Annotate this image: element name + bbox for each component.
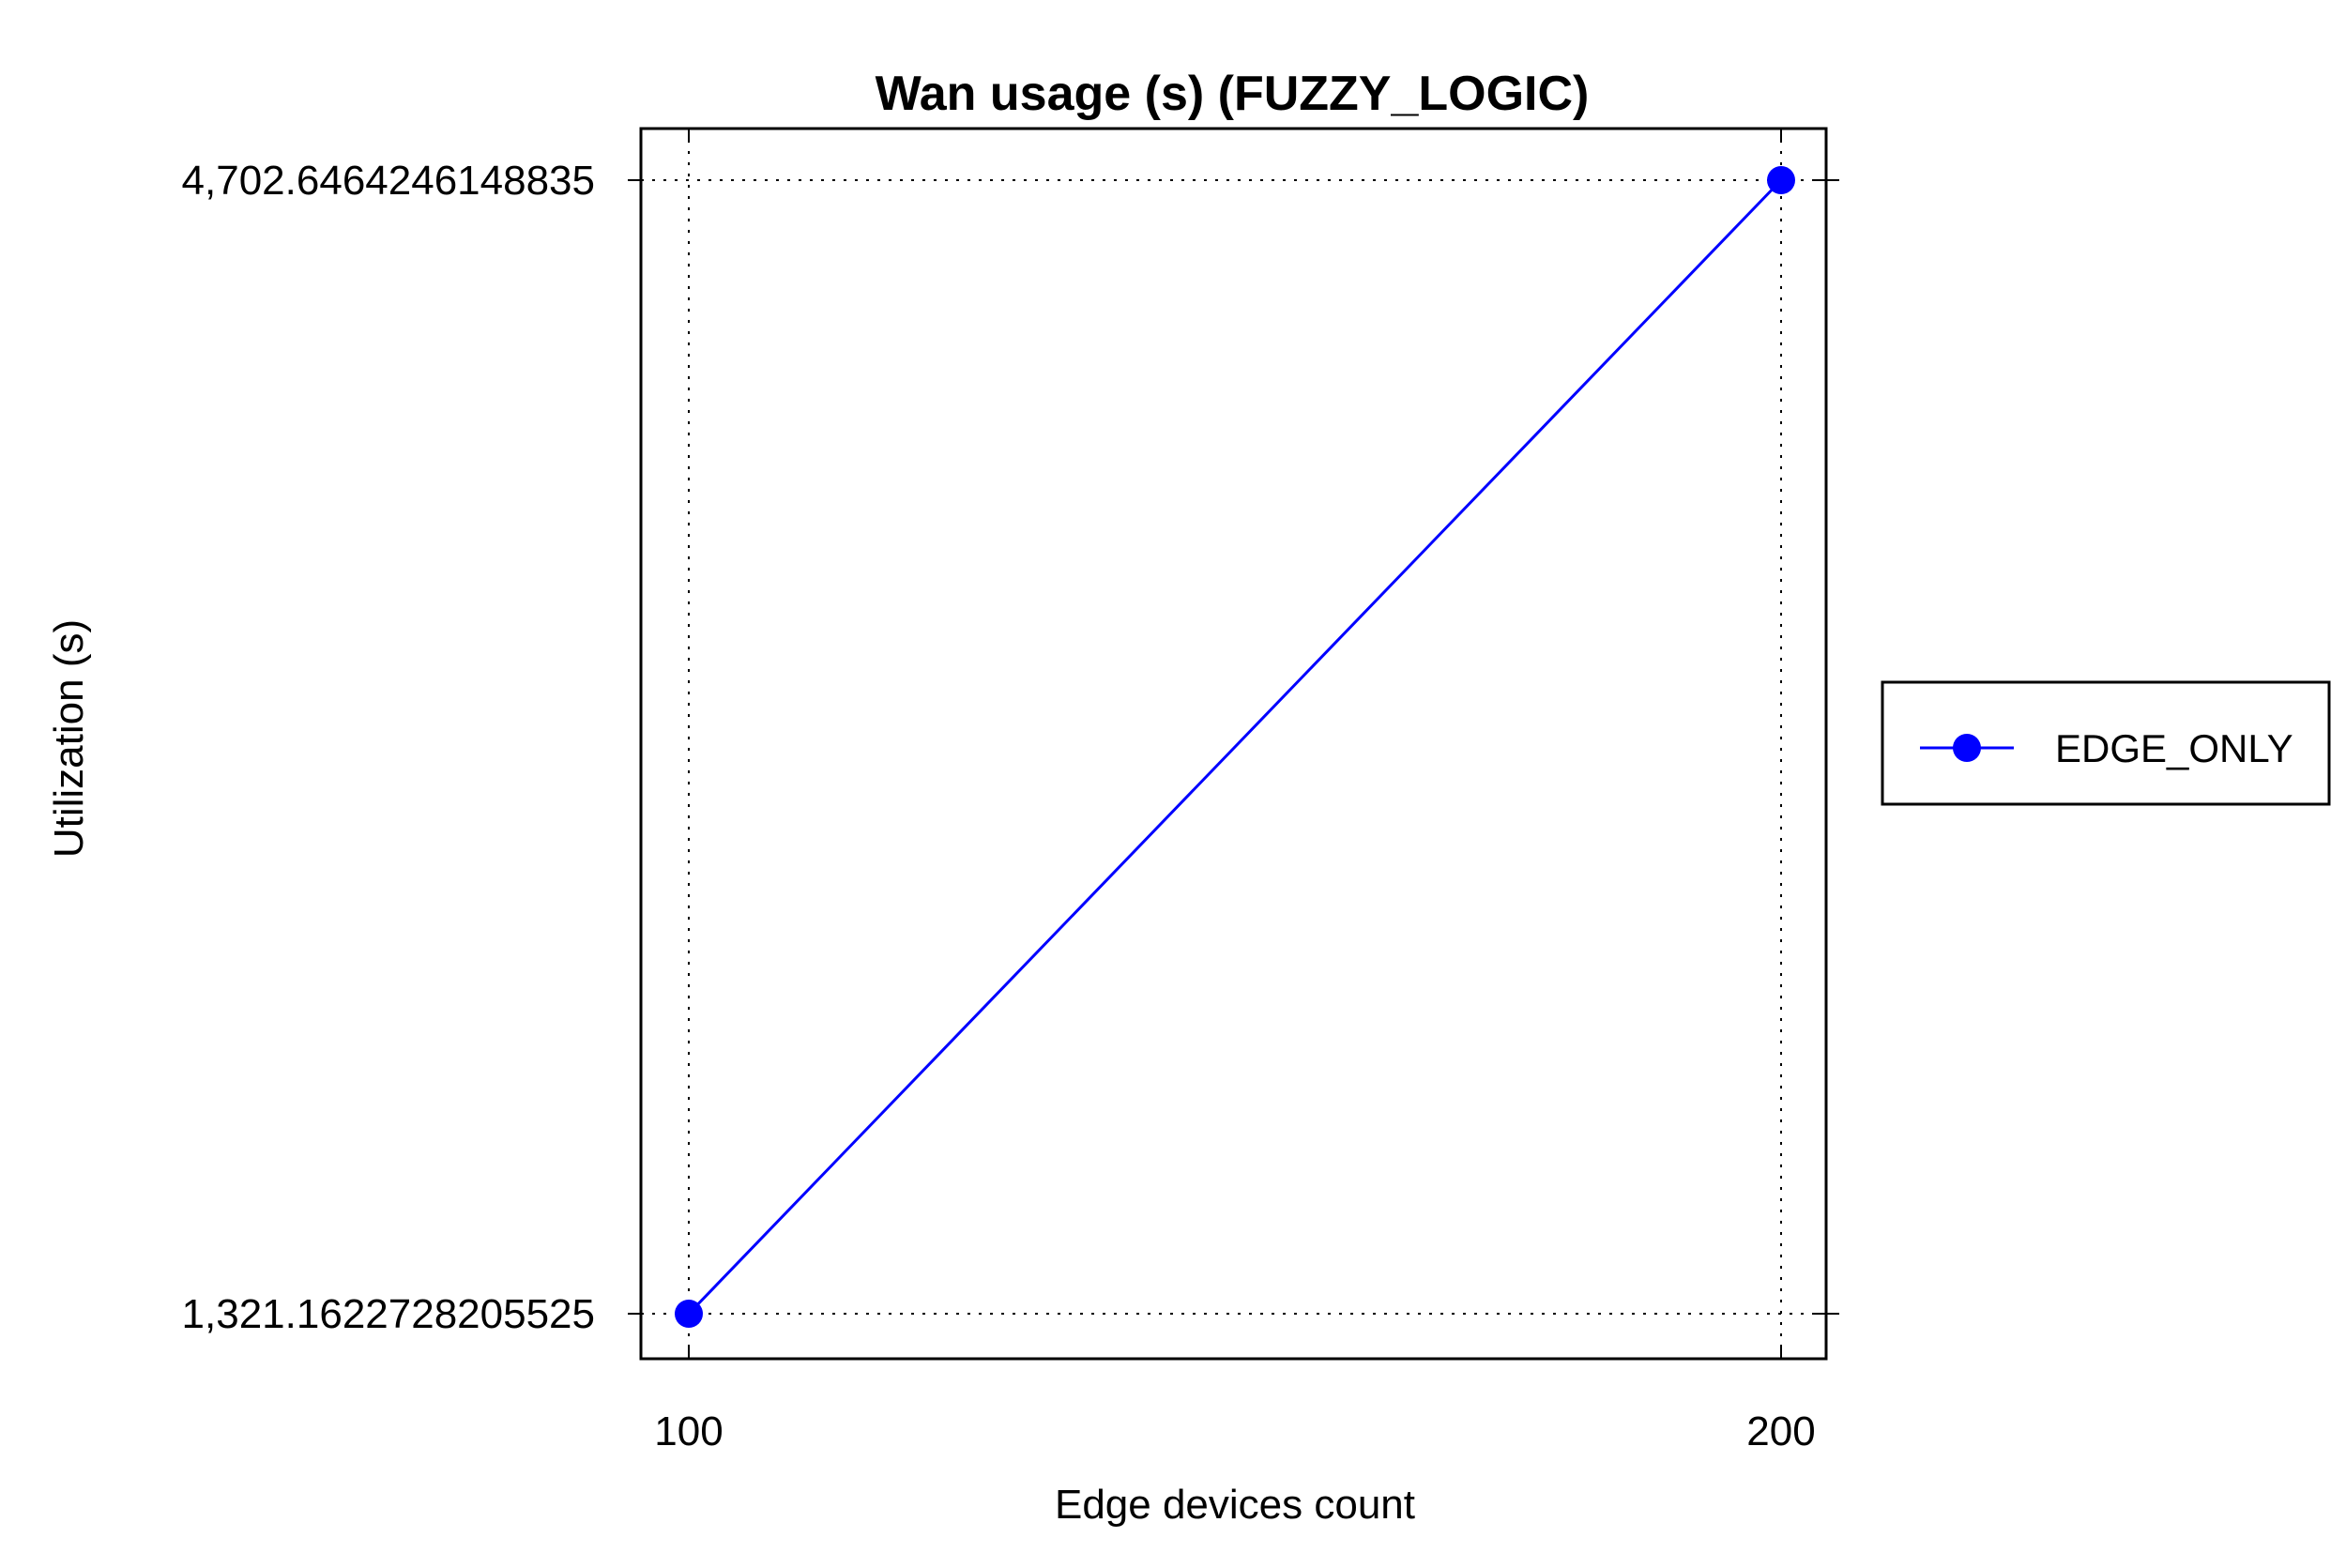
axis-ticks: 100 200 1,321.1622728205525 4,702.646424614… <box>182 129 1839 1454</box>
data-point-edge-only <box>1767 166 1795 194</box>
x-tick-label: 100 <box>654 1408 723 1454</box>
chart-title: Wan usage (s) (FUZZY_LOGIC) <box>876 67 1590 121</box>
series-line-edge-only <box>687 178 1783 1316</box>
grid <box>641 129 1826 1359</box>
data-point-edge-only <box>675 1300 703 1328</box>
x-axis-label: Edge devices count <box>1055 1482 1415 1528</box>
y-tick-label: 1,321.1622728205525 <box>182 1291 595 1337</box>
x-tick-label: 200 <box>1746 1408 1815 1454</box>
series-layer <box>675 166 1795 1328</box>
legend: EDGE_ONLY <box>1881 680 2331 806</box>
y-axis-label: Utilization (s) <box>46 619 92 858</box>
y-tick-label: 4,702.6464246148835 <box>182 158 595 204</box>
legend-marker-swatch <box>1953 734 1981 762</box>
plot-area-frame <box>639 127 1828 1361</box>
legend-label-edge-only: EDGE_ONLY <box>2055 726 2293 770</box>
